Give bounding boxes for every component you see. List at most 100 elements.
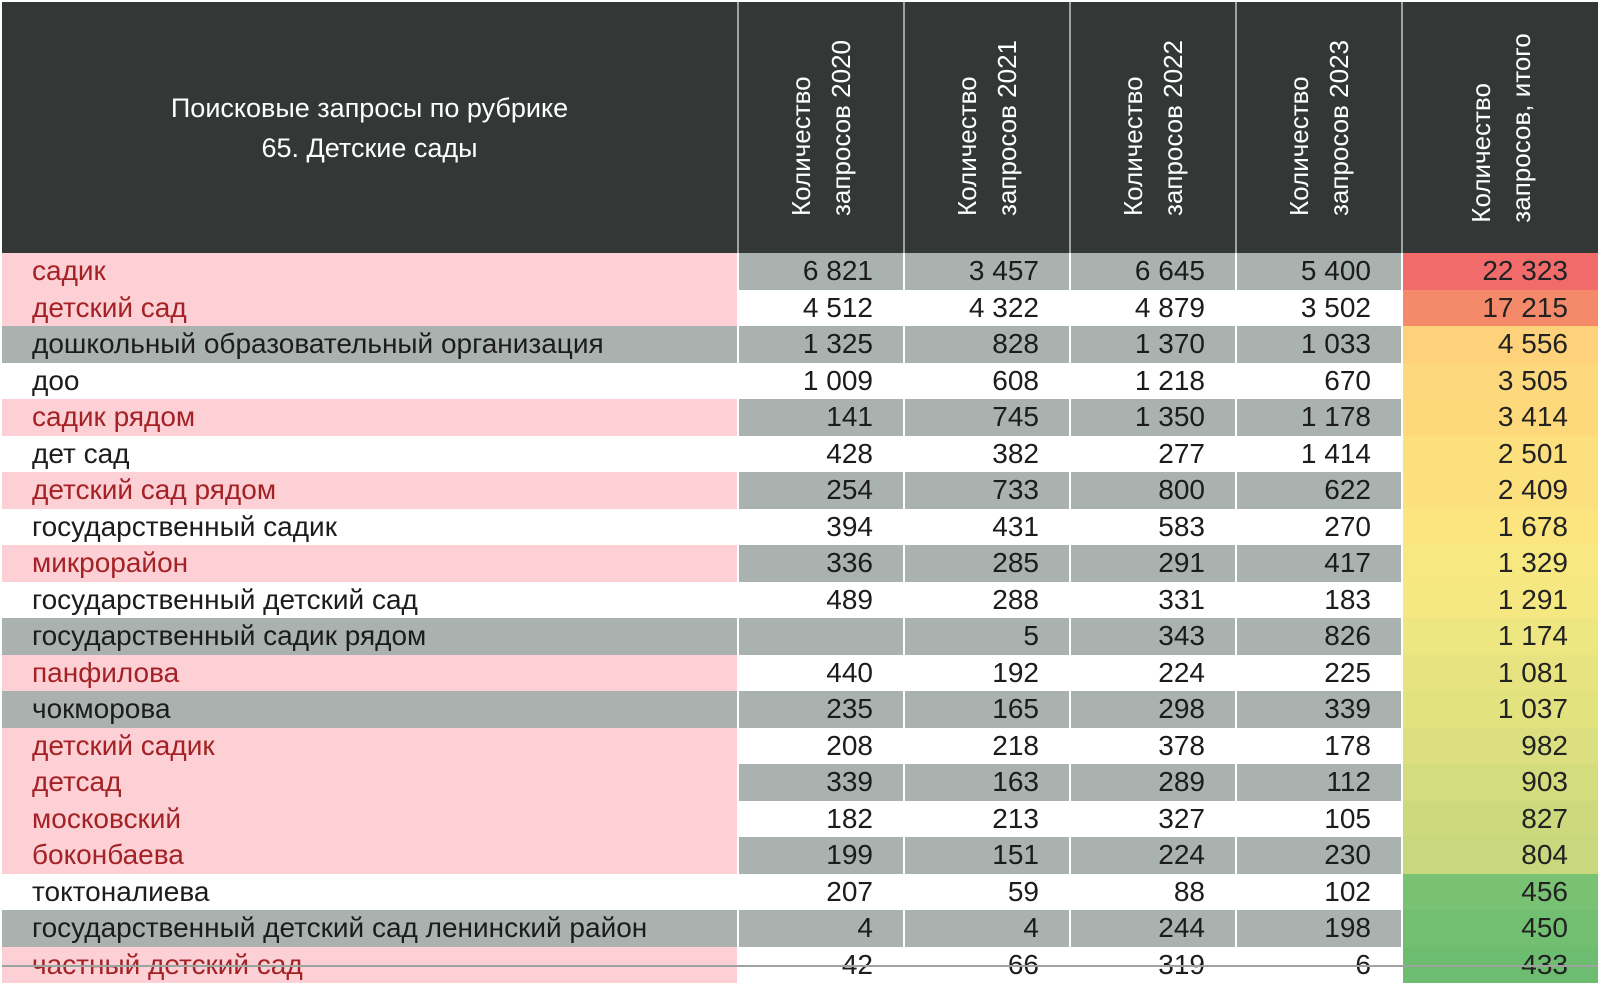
value-2021-cell: 431 — [903, 508, 1070, 545]
value-2022-cell: 800 — [1069, 472, 1236, 509]
table-title-line-2: 65. Детские сады — [261, 132, 478, 163]
value-2022-cell: 224 — [1069, 654, 1236, 691]
value-2021-cell: 213 — [903, 800, 1070, 837]
value-2023-cell: 826 — [1235, 618, 1402, 655]
value-2021-cell: 59 — [903, 873, 1070, 910]
value-2022-cell: 277 — [1069, 435, 1236, 472]
value-2021-cell: 192 — [903, 654, 1070, 691]
value-2023-cell: 270 — [1235, 508, 1402, 545]
table-row: детский сад 4 512 4 322 4 879 3 502 17 215 — [2, 289, 1598, 326]
value-2023-cell: 112 — [1235, 764, 1402, 801]
table-row: дет сад 428 382 277 1 414 2 501 — [2, 435, 1598, 472]
value-2020-cell: 339 — [737, 764, 904, 801]
column-header-2021: Количество запросов 2021 — [903, 2, 1070, 253]
value-2023-cell: 225 — [1235, 654, 1402, 691]
column-header-2022-line-1: Количество — [1118, 76, 1148, 217]
keyword-cell: детсад — [2, 764, 738, 801]
keyword-cell: панфилова — [2, 654, 738, 691]
total-cell: 982 — [1401, 727, 1598, 764]
keyword-cell: детский садик — [2, 727, 738, 764]
value-2020-cell: 6 821 — [737, 253, 904, 290]
keyword-cell: государственный детский сад ленинский ра… — [2, 910, 738, 947]
value-2021-cell: 4 — [903, 910, 1070, 947]
value-2020-cell: 208 — [737, 727, 904, 764]
keyword-cell: садик — [2, 253, 738, 290]
table-title-line-1: Поисковые запросы по рубрике — [170, 92, 569, 123]
table-row: государственный садик рядом 5 343 826 1 174 — [2, 618, 1598, 655]
value-2020-cell: 4 512 — [737, 289, 904, 326]
value-2021-cell: 151 — [903, 837, 1070, 874]
value-2023-cell: 178 — [1235, 727, 1402, 764]
keyword-cell: государственный детский сад — [2, 581, 738, 618]
value-2022-cell: 6 645 — [1069, 253, 1236, 290]
total-cell: 2 409 — [1401, 472, 1598, 509]
value-2020-cell: 182 — [737, 800, 904, 837]
value-2022-cell: 244 — [1069, 910, 1236, 947]
value-2020-cell: 428 — [737, 435, 904, 472]
column-header-total-line-1: Количество — [1465, 83, 1496, 223]
table-row: детский сад рядом 254 733 800 622 2 409 — [2, 472, 1598, 509]
value-2020-cell: 394 — [737, 508, 904, 545]
column-header-2020-line-2: запросов 2020 — [826, 39, 856, 217]
table-row: боконбаева 199 151 224 230 804 — [2, 837, 1598, 874]
value-2022-cell: 1 370 — [1069, 326, 1236, 363]
value-2022-cell: 319 — [1069, 946, 1236, 983]
value-2022-cell: 1 218 — [1069, 362, 1236, 399]
value-2022-cell: 343 — [1069, 618, 1236, 655]
value-2022-cell: 331 — [1069, 581, 1236, 618]
value-2021-cell: 66 — [903, 946, 1070, 983]
value-2022-cell: 378 — [1069, 727, 1236, 764]
keyword-cell: токтоналиева — [2, 873, 738, 910]
total-cell: 1 037 — [1401, 691, 1598, 728]
column-header-2021-line-2: запросов 2021 — [992, 39, 1022, 217]
keyword-cell: чокморова — [2, 691, 738, 728]
value-2021-cell: 382 — [903, 435, 1070, 472]
value-2023-cell: 1 178 — [1235, 399, 1402, 436]
value-2023-cell: 6 — [1235, 946, 1402, 983]
keyword-cell: частный детский сад — [2, 946, 738, 983]
total-cell: 450 — [1401, 910, 1598, 947]
value-2020-cell: 199 — [737, 837, 904, 874]
value-2020-cell: 254 — [737, 472, 904, 509]
table-row: панфилова 440 192 224 225 1 081 — [2, 654, 1598, 691]
value-2023-cell: 1 033 — [1235, 326, 1402, 363]
table-row: садик рядом 141 745 1 350 1 178 3 414 — [2, 399, 1598, 436]
value-2021-cell: 163 — [903, 764, 1070, 801]
value-2023-cell: 102 — [1235, 873, 1402, 910]
keyword-cell: детский сад рядом — [2, 472, 738, 509]
table-row: дошкольный образовательный организация 1 … — [2, 326, 1598, 363]
bottom-divider — [2, 965, 1598, 967]
value-2023-cell: 105 — [1235, 800, 1402, 837]
value-2023-cell: 670 — [1235, 362, 1402, 399]
table-body: садик 6 821 3 457 6 645 5 400 22 323 детский с… — [2, 253, 1598, 983]
value-2023-cell: 3 502 — [1235, 289, 1402, 326]
table-row: детский садик 208 218 378 178 982 — [2, 727, 1598, 764]
column-header-2023-line-2: запросов 2023 — [1324, 39, 1354, 217]
value-2023-cell: 230 — [1235, 837, 1402, 874]
value-2020-cell: 141 — [737, 399, 904, 436]
column-header-2020-line-1: Количество — [786, 76, 816, 217]
value-2022-cell: 291 — [1069, 545, 1236, 582]
value-2022-cell: 289 — [1069, 764, 1236, 801]
value-2021-cell: 3 457 — [903, 253, 1070, 290]
table-row: микрорайон 336 285 291 417 1 329 — [2, 545, 1598, 582]
total-cell: 3 414 — [1401, 399, 1598, 436]
value-2021-cell: 733 — [903, 472, 1070, 509]
value-2023-cell: 339 — [1235, 691, 1402, 728]
value-2020-cell — [737, 618, 904, 655]
value-2021-cell: 745 — [903, 399, 1070, 436]
value-2022-cell: 298 — [1069, 691, 1236, 728]
column-header-total: Количество запросов, итого — [1401, 2, 1598, 253]
value-2023-cell: 622 — [1235, 472, 1402, 509]
value-2021-cell: 218 — [903, 727, 1070, 764]
column-header-total-line-2: запросов, итого — [1505, 33, 1536, 223]
table-row: чокморова 235 165 298 339 1 037 — [2, 691, 1598, 728]
value-2023-cell: 183 — [1235, 581, 1402, 618]
keyword-cell: московский — [2, 800, 738, 837]
value-2020-cell: 336 — [737, 545, 904, 582]
value-2020-cell: 489 — [737, 581, 904, 618]
value-2020-cell: 1 325 — [737, 326, 904, 363]
table-row: детсад 339 163 289 112 903 — [2, 764, 1598, 801]
